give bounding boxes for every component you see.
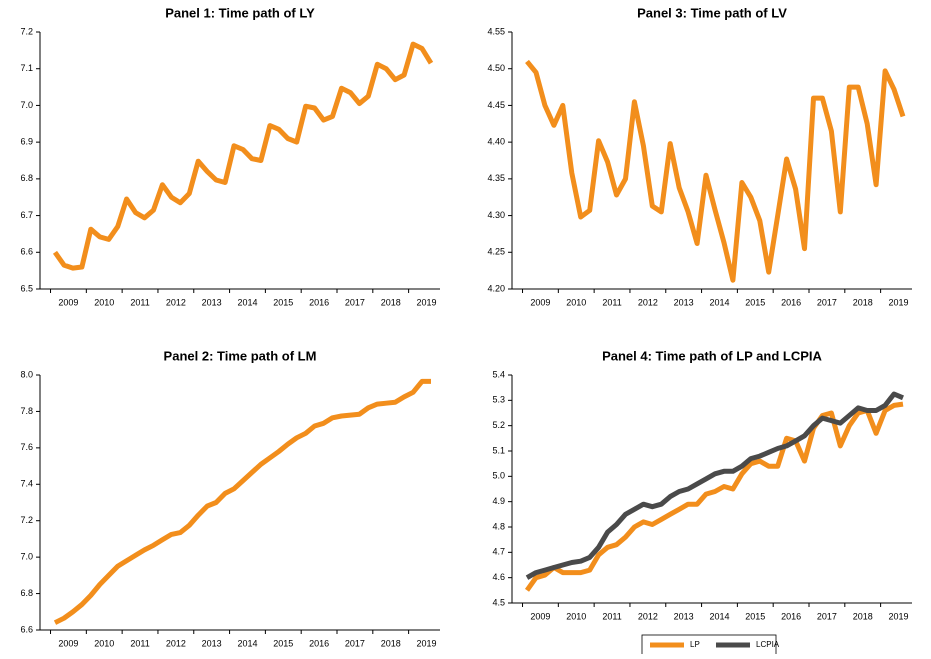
x-tick-label: 2011 [602, 297, 621, 307]
data-line [525, 391, 904, 580]
x-tick-label: 2015 [273, 297, 293, 307]
x-tick-label: 2012 [638, 611, 658, 621]
data-line [525, 59, 906, 283]
y-tick-label: 7.0 [20, 100, 33, 110]
y-tick-label: 4.5 [492, 597, 505, 607]
x-tick-label: 2009 [530, 611, 550, 621]
y-tick-label: 6.8 [20, 588, 33, 598]
x-tick-label: 2013 [202, 297, 222, 307]
chart-title: Panel 3: Time path of LV [637, 5, 787, 20]
y-tick-label: 6.7 [20, 210, 33, 220]
y-tick-label: 7.6 [20, 442, 33, 452]
y-tick-label: 4.35 [487, 173, 505, 183]
y-tick-label: 5.0 [492, 471, 505, 481]
y-tick-label: 7.2 [20, 515, 33, 525]
y-tick-label: 6.9 [20, 137, 33, 147]
y-tick-label: 7.2 [20, 26, 33, 36]
x-tick-label: 2013 [674, 297, 694, 307]
x-tick-label: 2018 [381, 638, 401, 648]
x-tick-label: 2013 [202, 638, 222, 648]
y-tick-label: 4.7 [492, 547, 505, 557]
data-line [52, 41, 434, 271]
x-tick-label: 2019 [889, 297, 909, 307]
y-tick-label: 4.50 [487, 63, 505, 73]
x-tick-label: 2011 [130, 638, 149, 648]
x-tick-label: 2016 [781, 611, 801, 621]
y-tick-label: 5.3 [492, 395, 505, 405]
x-tick-label: 2017 [817, 297, 837, 307]
x-tick-label: 2011 [602, 611, 621, 621]
x-tick-label: 2017 [817, 611, 837, 621]
x-tick-label: 2012 [166, 638, 186, 648]
x-tick-label: 2014 [709, 297, 729, 307]
y-tick-label: 5.1 [492, 445, 505, 455]
x-tick-label: 2014 [237, 638, 257, 648]
y-tick-label: 6.6 [20, 247, 33, 257]
y-tick-label: 5.2 [492, 420, 505, 430]
y-tick-label: 4.9 [492, 496, 505, 506]
legend-label: LP [690, 640, 700, 649]
x-tick-label: 2015 [273, 638, 293, 648]
y-tick-label: 4.55 [487, 26, 505, 36]
x-tick-label: 2010 [94, 297, 114, 307]
chart-title: Panel 2: Time path of LM [164, 348, 317, 363]
x-tick-label: 2016 [309, 638, 329, 648]
x-tick-label: 2018 [853, 611, 873, 621]
y-tick-label: 5.4 [492, 369, 505, 379]
x-tick-label: 2014 [709, 611, 729, 621]
y-tick-label: 8.0 [20, 369, 33, 379]
x-tick-label: 2010 [566, 611, 586, 621]
x-tick-label: 2018 [381, 297, 401, 307]
x-tick-label: 2010 [566, 297, 586, 307]
x-tick-label: 2016 [781, 297, 801, 307]
x-tick-label: 2013 [674, 611, 694, 621]
x-tick-label: 2009 [58, 297, 78, 307]
x-tick-label: 2014 [237, 297, 257, 307]
x-tick-label: 2011 [130, 297, 149, 307]
x-tick-label: 2019 [417, 638, 437, 648]
x-tick-label: 2009 [530, 297, 550, 307]
y-tick-label: 6.8 [20, 173, 33, 183]
y-tick-label: 7.0 [20, 552, 33, 562]
x-tick-label: 2015 [745, 297, 765, 307]
y-tick-label: 4.25 [487, 247, 505, 257]
chart-title: Panel 4: Time path of LP and LCPIA [602, 348, 822, 363]
x-tick-label: 2015 [745, 611, 765, 621]
y-tick-label: 7.4 [20, 479, 33, 489]
x-tick-label: 2019 [417, 297, 437, 307]
data-line [53, 378, 431, 625]
x-tick-label: 2012 [638, 297, 658, 307]
y-tick-label: 4.30 [487, 210, 505, 220]
y-tick-label: 6.5 [20, 283, 33, 293]
data-line [524, 401, 904, 592]
x-tick-label: 2017 [345, 638, 365, 648]
y-tick-label: 4.8 [492, 521, 505, 531]
y-tick-label: 4.40 [487, 137, 505, 147]
y-tick-label: 4.6 [492, 572, 505, 582]
chart-title: Panel 1: Time path of LY [165, 5, 315, 20]
y-tick-label: 4.45 [487, 100, 505, 110]
x-tick-label: 2018 [853, 297, 873, 307]
x-tick-label: 2017 [345, 297, 365, 307]
x-tick-label: 2010 [94, 638, 114, 648]
x-tick-label: 2009 [58, 638, 78, 648]
y-tick-label: 4.20 [487, 283, 505, 293]
x-tick-label: 2019 [889, 611, 909, 621]
x-tick-label: 2016 [309, 297, 329, 307]
legend-label: LCPIA [756, 640, 780, 649]
y-tick-label: 7.1 [20, 63, 33, 73]
x-tick-label: 2012 [166, 297, 186, 307]
y-tick-label: 6.6 [20, 624, 33, 634]
y-tick-label: 7.8 [20, 406, 33, 416]
